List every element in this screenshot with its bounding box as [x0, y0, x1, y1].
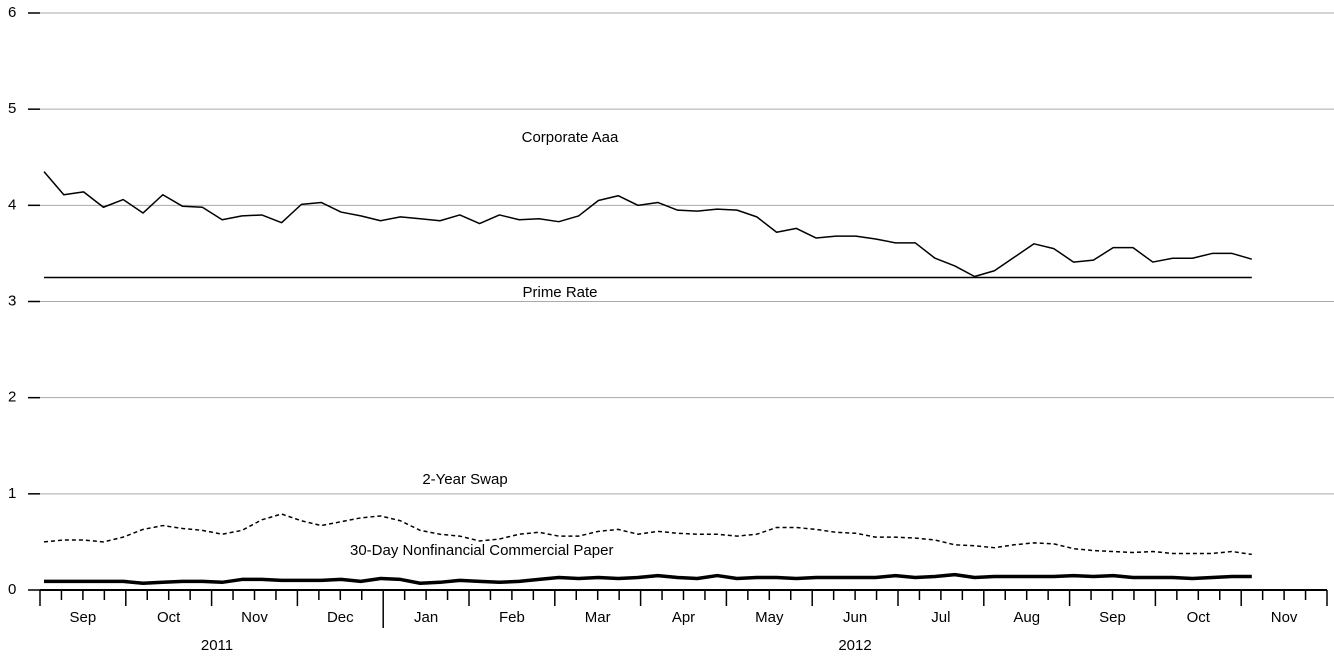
x-tick-label: Aug: [1013, 609, 1040, 626]
x-tick-label: Feb: [499, 609, 525, 626]
series-line: [43, 171, 1253, 278]
x-tick-label: Jun: [843, 609, 867, 626]
x-tick-label: Nov: [241, 609, 268, 626]
x-tick-label: Sep: [70, 609, 97, 626]
y-tick-label: 0: [8, 581, 16, 598]
y-tick-label: 2: [8, 389, 16, 406]
x-tick-label: Mar: [585, 609, 611, 626]
x-tick-label: Oct: [1187, 609, 1211, 626]
series-label: Corporate Aaa: [522, 129, 619, 146]
y-tick-label: 6: [8, 4, 16, 21]
series-line: [43, 513, 1252, 556]
series-line: [44, 572, 1252, 586]
series-label: 2-Year Swap: [422, 471, 507, 488]
series-label: Prime Rate: [522, 284, 597, 301]
y-tick-label: 3: [8, 292, 16, 309]
x-tick-label: May: [755, 609, 784, 626]
x-tick-label: Oct: [157, 609, 181, 626]
x-tick-label: Jul: [931, 609, 950, 626]
x-tick-label: Apr: [672, 609, 695, 626]
y-tick-label: 1: [8, 485, 16, 502]
y-tick-label: 4: [8, 196, 16, 213]
x-tick-label: Nov: [1271, 609, 1298, 626]
x-tick-label: Jan: [414, 609, 438, 626]
year-label: 2011: [201, 637, 233, 654]
x-tick-label: Dec: [327, 609, 354, 626]
x-tick-label: Sep: [1099, 609, 1126, 626]
year-label: 2012: [838, 637, 871, 654]
series-label: 30-Day Nonfinancial Commercial Paper: [350, 542, 613, 559]
y-tick-label: 5: [8, 100, 16, 117]
